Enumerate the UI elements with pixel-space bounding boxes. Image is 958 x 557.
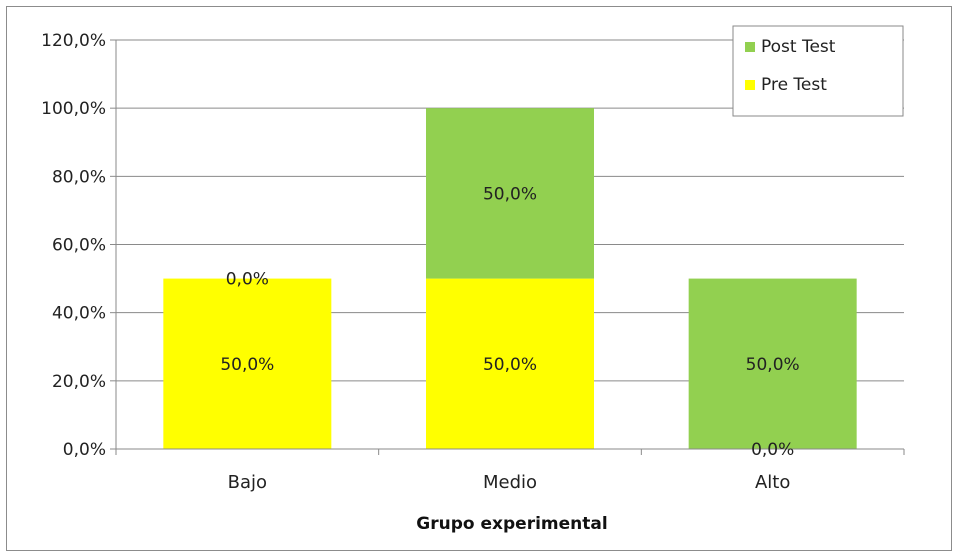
x-tick-label: Bajo <box>228 472 267 493</box>
y-tick-label: 120,0% <box>41 31 106 51</box>
data-labels: 50,0% 0,0% 50,0% 50,0% 0,0% 50,0% <box>220 184 799 460</box>
x-axis-title: Grupo experimental <box>416 514 607 534</box>
x-tick-labels: Bajo Medio Alto <box>228 472 791 493</box>
data-label: 50,0% <box>746 355 800 375</box>
y-tick-label: 80,0% <box>52 167 106 187</box>
x-tick-label: Medio <box>483 472 537 493</box>
axes <box>110 39 905 455</box>
x-tick-label: Alto <box>755 472 790 493</box>
data-label: 50,0% <box>483 355 537 375</box>
y-tick-labels: 0,0% 20,0% 40,0% 60,0% 80,0% 100,0% 120,0% <box>41 31 106 460</box>
legend-label: Post Test <box>761 37 836 57</box>
legend-label: Pre Test <box>761 75 827 95</box>
legend-swatch <box>745 80 755 90</box>
y-tick-label: 100,0% <box>41 99 106 119</box>
bar-post-test-medio <box>426 108 594 279</box>
data-label: 50,0% <box>483 184 537 204</box>
y-tick-label: 60,0% <box>52 236 106 256</box>
bar-pre-test-bajo <box>163 278 332 449</box>
y-tick-label: 20,0% <box>52 372 106 392</box>
bar-pre-test-medio <box>426 278 594 449</box>
legend: Post Test Pre Test <box>732 25 904 117</box>
legend-box <box>732 25 904 117</box>
data-label: 0,0% <box>226 270 269 290</box>
data-label: 50,0% <box>220 355 274 375</box>
bars <box>163 108 857 449</box>
y-tick-label: 40,0% <box>52 304 106 324</box>
bar-post-test-alto <box>688 278 857 449</box>
data-label: 0,0% <box>751 440 794 460</box>
y-tick-label: 0,0% <box>63 440 106 460</box>
legend-swatch <box>745 42 755 52</box>
